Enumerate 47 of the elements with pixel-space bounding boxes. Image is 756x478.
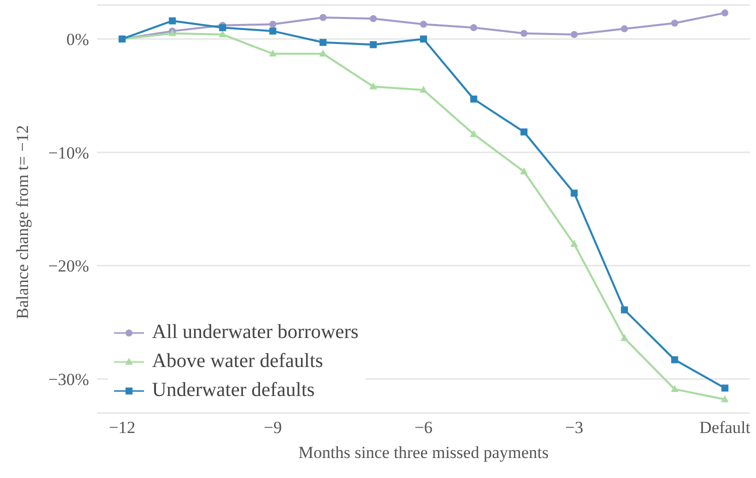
point [369,82,378,90]
y-tick-label: 0% [66,30,89,50]
x-tick-label: −3 [565,418,584,438]
point [268,50,277,57]
point [721,384,728,392]
point [520,167,528,174]
point [320,14,327,21]
legend-label: All underwater borrowers [152,321,359,344]
point [218,30,226,38]
y-tick-label: −30% [48,370,89,390]
point [570,240,578,247]
x-tick-label: −12 [108,418,136,438]
point [168,17,176,24]
point [670,385,679,392]
point [570,30,578,38]
point [319,50,327,57]
legend-label: Underwater defaults [152,379,315,402]
point [520,30,528,37]
point [671,20,678,27]
point [420,36,427,42]
y-axis-title: Balance change from t= −12 [13,125,32,319]
legend-label: Above water defaults [152,350,324,373]
x-axis-title: Months since three missed payments [298,443,549,462]
point [721,9,728,16]
point [620,306,628,314]
x-tick-label: −9 [264,418,282,438]
point [671,356,678,364]
point [470,96,478,103]
point [721,395,729,402]
x-tick-label: Default [699,418,751,438]
point [420,86,428,93]
point [620,25,628,32]
point [570,190,578,197]
point [370,15,377,22]
point [470,24,478,32]
y-tick-label: −10% [48,143,89,162]
point [269,28,276,35]
y-tick-label: −20% [48,256,89,276]
x-tick-label: −6 [414,418,433,438]
point [620,334,628,341]
point [520,128,528,136]
point [219,24,226,32]
point [420,20,427,28]
point [269,20,276,28]
point [470,130,478,137]
point [370,41,377,48]
point [320,38,327,46]
